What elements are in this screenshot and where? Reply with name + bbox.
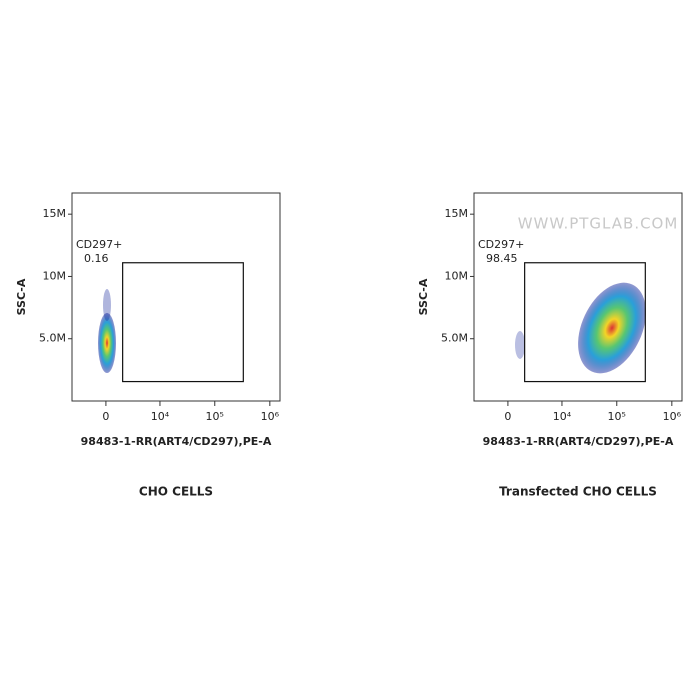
density-cloud	[98, 289, 116, 373]
x-tick-label: 10⁴	[151, 410, 170, 423]
x-axis-label: 98483-1-RR(ART4/CD297),PE-A	[483, 435, 674, 448]
y-tick-label: 15M	[43, 207, 67, 220]
y-tick-label: 5.0M	[441, 332, 468, 345]
gate-name: CD297+	[76, 238, 122, 251]
y-tick-label: 5.0M	[39, 332, 66, 345]
y-axis-label: SSC-A	[15, 278, 28, 315]
watermark: WWW.PTGLAB.COM	[518, 215, 679, 233]
x-tick-label: 10⁶	[663, 410, 682, 423]
gate	[524, 262, 646, 383]
caption: Transfected CHO CELLS	[499, 485, 657, 499]
plot-frame	[473, 192, 683, 402]
x-tick-label: 10⁵	[206, 410, 224, 423]
gate-percent: 98.45	[486, 252, 518, 265]
gate-name: CD297+	[478, 238, 524, 251]
gate-percent: 0.16	[84, 252, 109, 265]
x-tick-label: 0	[504, 410, 511, 423]
x-axis-label: 98483-1-RR(ART4/CD297),PE-A	[81, 435, 272, 448]
x-tick-label: 10⁵	[608, 410, 626, 423]
gate	[122, 262, 244, 383]
y-tick-label: 10M	[445, 269, 469, 282]
y-tick-label: 10M	[43, 269, 67, 282]
density-cloud	[515, 282, 646, 374]
x-tick-label: 10⁴	[553, 410, 572, 423]
x-tick-label: 0	[102, 410, 109, 423]
caption: CHO CELLS	[139, 485, 213, 499]
y-axis-label: SSC-A	[417, 278, 430, 315]
y-tick-label: 15M	[445, 207, 469, 220]
plot-frame	[71, 192, 281, 402]
x-tick-label: 10⁶	[261, 410, 280, 423]
